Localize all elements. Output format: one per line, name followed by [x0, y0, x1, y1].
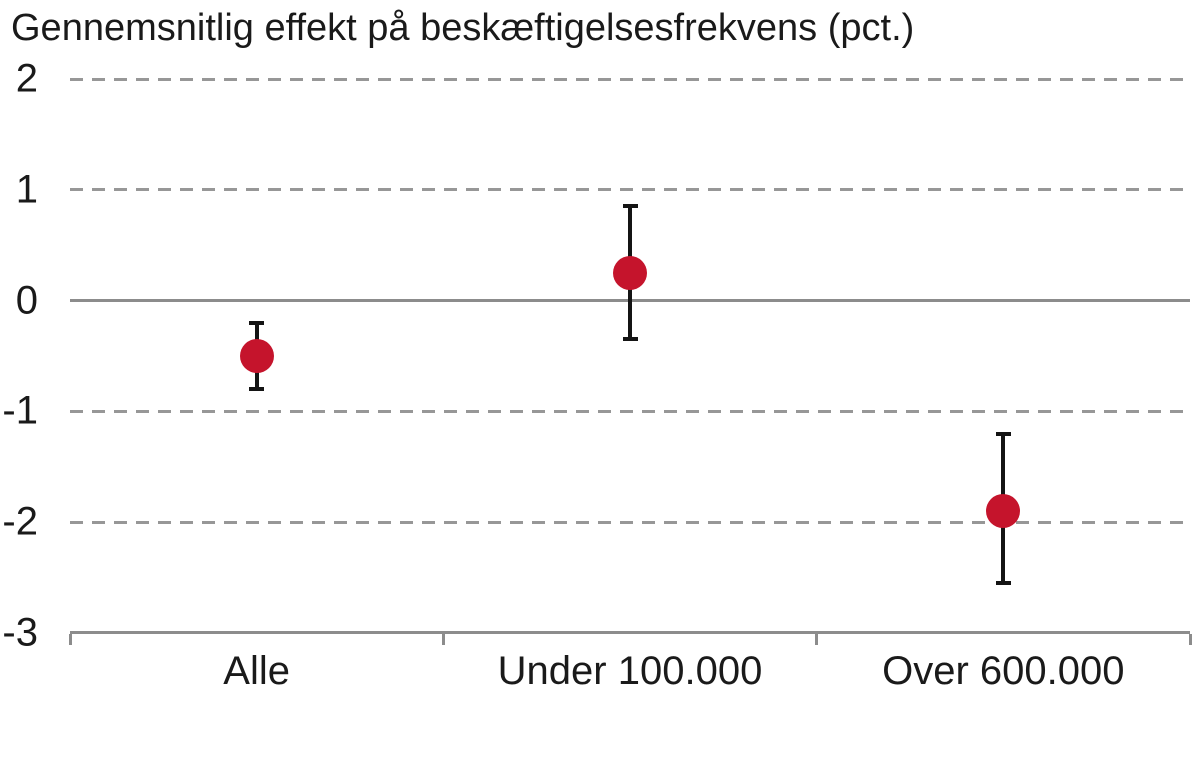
x-category-label: Alle: [223, 649, 291, 693]
x-axis-tick: [441, 634, 445, 645]
y-tick-label: 1: [15, 167, 38, 212]
dashed-gridline: [70, 77, 1190, 81]
x-category-label: Under 100.000: [497, 649, 763, 693]
dashed-gridline: [70, 409, 1190, 413]
x-axis-tick: [68, 634, 72, 645]
dashed-gridline: [70, 188, 1190, 192]
x-category-label: Over 600.000: [882, 649, 1125, 693]
y-tick-label: -1: [2, 388, 38, 433]
y-tick-label: 0: [15, 278, 38, 323]
confidence-interval-cap-top: [622, 204, 638, 209]
point-estimate-marker: [239, 339, 274, 373]
confidence-interval-cap-bottom: [249, 387, 265, 392]
confidence-interval-cap-bottom: [622, 337, 638, 342]
confidence-interval-cap-top: [249, 320, 265, 325]
confidence-interval-cap-top: [995, 431, 1011, 436]
point-estimate-marker: [613, 255, 647, 290]
x-axis-line: [70, 631, 1190, 634]
chart-title: Gennemsnitlig effekt på beskæftigelsesfr…: [11, 7, 915, 49]
x-axis-tick: [815, 634, 819, 645]
x-axis-tick: [1188, 634, 1192, 645]
point-estimate-marker: [986, 494, 1021, 529]
confidence-interval-cap-bottom: [995, 581, 1011, 586]
y-tick-label: -3: [2, 610, 38, 655]
dashed-gridline: [70, 520, 1190, 524]
y-tick-label: -2: [2, 499, 38, 544]
y-tick-label: 2: [15, 56, 38, 101]
